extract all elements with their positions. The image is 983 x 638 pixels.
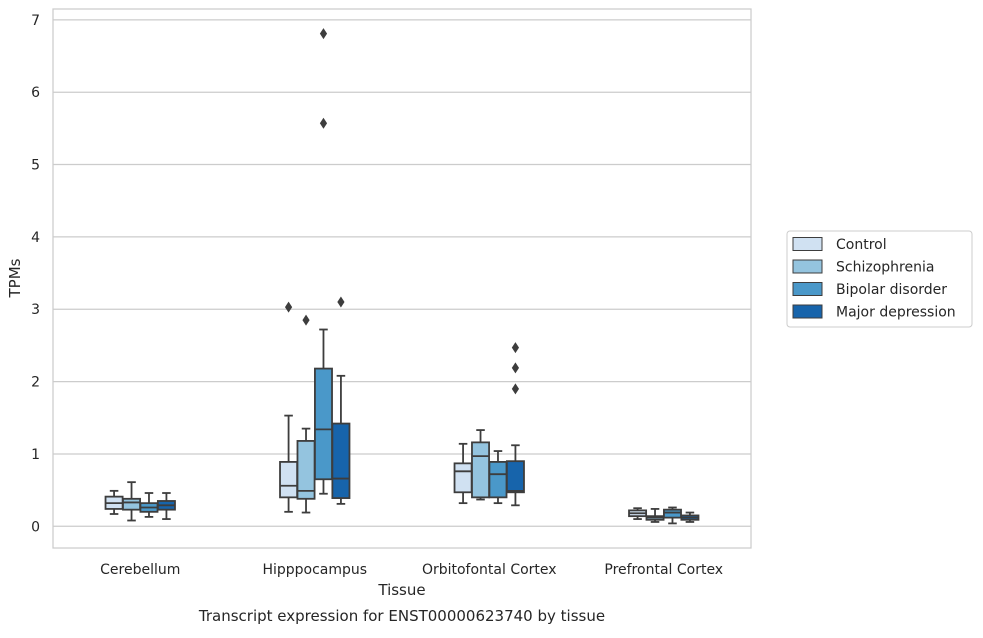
legend-swatch bbox=[792, 237, 823, 251]
box-hipppocampus-schizophrenia bbox=[296, 314, 316, 514]
box-cerebellum-schizophrenia bbox=[122, 481, 141, 522]
y-tick-label: 3 bbox=[31, 302, 40, 318]
y-tick-label: 7 bbox=[31, 13, 40, 29]
box-iqr bbox=[331, 422, 351, 499]
y-tick-label: 4 bbox=[31, 230, 40, 246]
x-tick-label: Hipppocampus bbox=[262, 562, 367, 578]
box-iqr bbox=[314, 367, 333, 481]
box-prefrontal-cortex-control bbox=[628, 507, 648, 520]
box-iqr bbox=[453, 462, 473, 494]
legend-item-control: Control bbox=[792, 237, 887, 253]
y-tick-label: 5 bbox=[31, 158, 40, 174]
legend-item-schizophrenia: Schizophrenia bbox=[792, 259, 934, 276]
box-plots bbox=[104, 28, 700, 525]
y-tick-label: 1 bbox=[31, 447, 40, 463]
legend-swatch bbox=[792, 259, 823, 274]
box-iqr bbox=[663, 508, 682, 519]
legend-item-bipolar-disorder: Bipolar disorder bbox=[792, 282, 947, 298]
box-orbitofontal-cortex-schizophrenia bbox=[471, 429, 490, 501]
box-iqr bbox=[471, 441, 490, 499]
legend-label: Schizophrenia bbox=[836, 260, 934, 276]
legend-label: Bipolar disorder bbox=[836, 282, 947, 298]
box-prefrontal-cortex-schizophrenia bbox=[645, 508, 665, 523]
y-tick-label: 2 bbox=[31, 375, 40, 391]
box-orbitofontal-cortex-bipolar-disorder bbox=[488, 450, 508, 505]
outlier-point bbox=[511, 383, 520, 395]
x-axis-label: Tissue bbox=[377, 581, 425, 599]
box-orbitofontal-cortex-major-depression bbox=[505, 342, 525, 507]
legend-swatch bbox=[792, 304, 823, 319]
legend-swatch bbox=[792, 282, 823, 296]
outlier-point bbox=[319, 117, 328, 129]
y-axis-label: TPMs bbox=[6, 258, 24, 298]
outlier-point bbox=[284, 301, 293, 313]
outlier-point bbox=[319, 28, 328, 40]
box-iqr bbox=[488, 461, 508, 499]
x-tick-label: Orbitofontal Cortex bbox=[422, 562, 557, 578]
chart-title: Transcript expression for ENST0000062374… bbox=[198, 607, 605, 625]
legend-label: Control bbox=[836, 237, 887, 253]
box-iqr bbox=[505, 460, 525, 494]
box-cerebellum-control bbox=[104, 489, 124, 515]
legend-frame bbox=[786, 230, 973, 328]
plot-area bbox=[52, 8, 752, 549]
box-hipppocampus-control bbox=[279, 301, 299, 513]
box-cerebellum-bipolar-disorder bbox=[139, 492, 159, 518]
box-prefrontal-cortex-major-depression bbox=[680, 511, 700, 523]
x-tick-label: Prefrontal Cortex bbox=[604, 562, 723, 578]
y-axis-ticks: 0 1 2 3 4 5 6 7 bbox=[31, 13, 40, 535]
x-tick-label: Cerebellum bbox=[100, 562, 180, 578]
outlier-point bbox=[511, 362, 520, 374]
box-orbitofontal-cortex-control bbox=[453, 442, 473, 505]
box-iqr bbox=[122, 497, 141, 511]
box-cerebellum-major-depression bbox=[156, 492, 176, 520]
x-axis-ticks: Cerebellum Hipppocampus Orbitofontal Corte… bbox=[100, 562, 723, 578]
legend-label: Major depression bbox=[836, 305, 956, 321]
outlier-point bbox=[302, 314, 310, 326]
box-prefrontal-cortex-bipolar-disorder bbox=[663, 506, 682, 525]
box-iqr bbox=[279, 461, 299, 499]
y-tick-label: 6 bbox=[31, 85, 40, 101]
box-hipppocampus-major-depression bbox=[331, 296, 351, 505]
legend: Control Schizophrenia Bipolar disorder Majo… bbox=[786, 230, 973, 328]
legend-item-major-depression: Major depression bbox=[792, 304, 956, 321]
outlier-point bbox=[511, 342, 520, 354]
outlier-point bbox=[337, 296, 345, 308]
box-hipppocampus-bipolar-disorder bbox=[314, 28, 333, 495]
y-tick-label: 0 bbox=[31, 519, 40, 535]
grid-lines bbox=[53, 19, 751, 527]
